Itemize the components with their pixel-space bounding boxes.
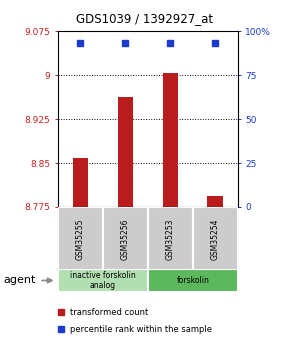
Text: GSM35254: GSM35254 [211,218,220,260]
Bar [103,207,148,271]
Text: GSM35256: GSM35256 [121,218,130,260]
Text: GSM35253: GSM35253 [166,218,175,260]
Text: inactive forskolin
analog: inactive forskolin analog [70,270,136,290]
Bar [58,207,103,271]
Bar [117,97,133,207]
Text: transformed count: transformed count [70,308,148,317]
Bar [58,269,148,292]
Bar [148,207,193,271]
Bar [72,158,88,207]
Text: percentile rank within the sample: percentile rank within the sample [70,325,212,334]
Text: GSM35255: GSM35255 [76,218,85,260]
Bar [207,196,223,207]
Bar [148,269,238,292]
Text: GDS1039 / 1392927_at: GDS1039 / 1392927_at [77,12,213,26]
Text: forskolin: forskolin [176,276,209,285]
Text: agent: agent [3,276,35,285]
Bar [162,73,178,207]
Bar [193,207,238,271]
